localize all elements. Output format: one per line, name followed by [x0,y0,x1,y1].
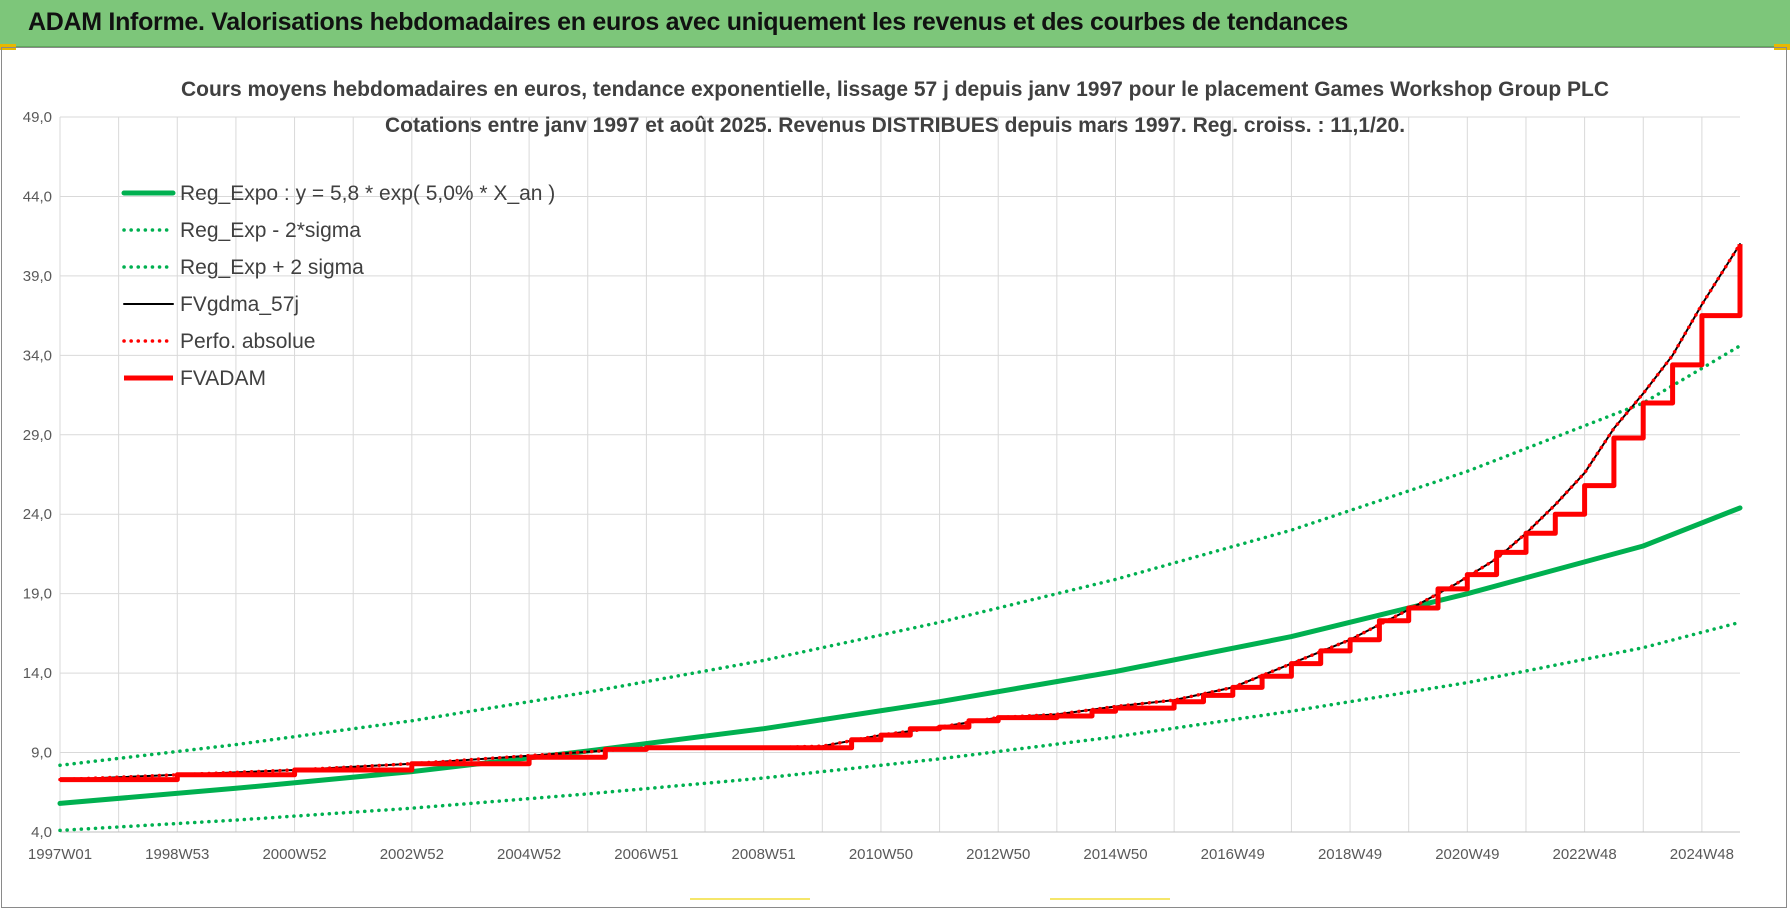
chart-series [57,242,1743,833]
y-tick-label: 39,0 [23,268,52,285]
x-tick-label: 2000W52 [262,846,326,863]
y-tick-label: 24,0 [23,506,52,523]
x-tick-label: 2006W51 [614,846,678,863]
chart-title-line-1: Cours moyens hebdomadaires en euros, ten… [181,78,1609,101]
y-tick-label: 9,0 [31,745,52,762]
legend-label: Reg_Exp + 2 sigma [180,256,364,279]
x-tick-label: 2016W49 [1201,846,1265,863]
legend-label: Perfo. absolue [180,330,315,353]
x-tick-label: 2012W50 [966,846,1030,863]
x-tick-label: 2014W50 [1083,846,1147,863]
legend-label: FVADAM [180,367,266,390]
series-line-2 [58,344,1742,768]
series-line-1 [58,620,1742,833]
series-line-4 [58,242,1742,782]
x-tick-label: 2018W49 [1318,846,1382,863]
legend-label: Reg_Expo : y = 5,8 * exp( 5,0% * X_an ) [180,182,555,205]
y-axis-ticks: 4,0 9,0 14,0 19,0 24,0 29,0 34,0 39,0 44,0 49,0 [23,109,52,841]
y-tick-label: 19,0 [23,586,52,603]
series-line-0 [57,505,1743,806]
legend-label: Reg_Exp - 2*sigma [180,219,361,242]
y-tick-label: 44,0 [23,188,52,205]
x-tick-label: 2002W52 [380,846,444,863]
chart-frame [1,47,1787,908]
y-tick-label: 14,0 [23,665,52,682]
x-tick-label: 1998W53 [145,846,209,863]
x-tick-label: 2004W52 [497,846,561,863]
series-line-5 [60,244,1743,783]
legend-label: FVgdma_57j [180,293,299,316]
chart-grid [59,116,1740,833]
x-tick-label: 2024W48 [1670,846,1734,863]
chart-legend: Reg_Expo : y = 5,8 * exp( 5,0% * X_an ) R… [121,182,1170,900]
series-line-3 [59,243,1741,781]
x-tick-label: 2008W51 [732,846,796,863]
report-banner: ADAM Informe. Valorisations hebdomadaire… [0,0,1790,47]
x-tick-label: 1997W01 [28,846,92,863]
x-tick-label: 2020W49 [1435,846,1499,863]
x-tick-label: 2022W48 [1552,846,1616,863]
x-axis-ticks: 1997W01 1998W53 2000W52 2002W52 2004W52 2006W… [28,846,1734,863]
y-tick-label: 4,0 [31,824,52,841]
x-tick-label: 2010W50 [849,846,913,863]
report-title: ADAM Informe. Valorisations hebdomadaire… [28,8,1349,36]
y-tick-label: 34,0 [23,347,52,364]
chart-title-line-2: Cotations entre janv 1997 et août 2025. … [385,114,1405,137]
y-tick-label: 29,0 [23,427,52,444]
y-tick-label: 49,0 [23,109,52,126]
